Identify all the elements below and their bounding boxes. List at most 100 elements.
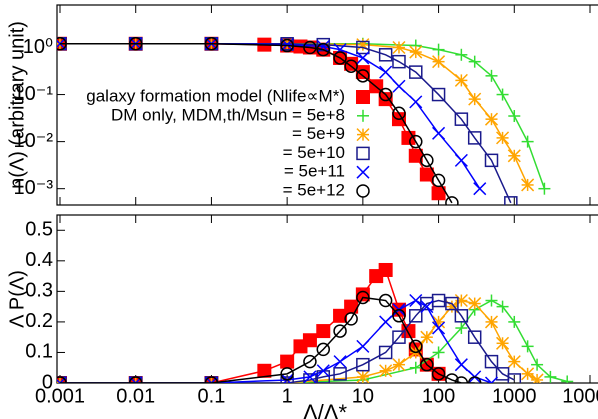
x-tick-label: 0.001 — [35, 385, 85, 407]
marker-shape — [333, 308, 348, 323]
marker-shape — [316, 364, 330, 378]
marker-shape — [355, 65, 370, 80]
marker — [420, 330, 434, 344]
marker-shape — [507, 373, 522, 383]
marker — [521, 135, 534, 148]
y-axis-label: n(Λ) (arbitrary unit) — [6, 21, 28, 189]
marker-shape — [496, 336, 510, 350]
marker-shape — [204, 37, 219, 51]
legend-label: galaxy formation model (Nlife∝M*) — [86, 86, 345, 105]
marker — [356, 51, 370, 65]
marker-shape — [409, 339, 423, 354]
marker — [432, 346, 445, 359]
marker-shape — [445, 196, 459, 205]
y-tick-label: 0.5 — [25, 219, 53, 241]
marker — [409, 95, 423, 109]
marker — [409, 339, 423, 354]
marker — [356, 290, 370, 305]
marker — [507, 355, 521, 369]
marker-shape — [356, 339, 370, 353]
marker — [484, 376, 499, 383]
marker-shape — [356, 146, 370, 161]
legend-marker — [356, 165, 370, 179]
marker — [496, 336, 510, 350]
marker-shape — [392, 54, 406, 69]
line — [60, 43, 453, 204]
legend-label: = 5e+11 — [284, 162, 345, 181]
y-axis-label: Λ P(Λ) — [6, 270, 28, 328]
marker-shape — [333, 324, 347, 338]
marker — [409, 65, 423, 79]
legend-marker — [356, 90, 370, 104]
marker-shape — [445, 300, 459, 314]
marker-shape — [356, 40, 370, 55]
y-tick-label: 0.3 — [25, 280, 53, 302]
marker-shape — [467, 376, 482, 383]
marker — [333, 355, 347, 369]
marker-shape — [57, 376, 67, 383]
marker — [496, 131, 510, 145]
marker-shape — [57, 37, 67, 51]
marker-shape — [303, 370, 317, 383]
marker — [409, 293, 423, 308]
marker-shape — [468, 297, 482, 311]
marker — [57, 37, 67, 51]
marker-shape — [344, 299, 359, 314]
marker — [409, 309, 423, 323]
y-tick-label: 10⁻¹ — [14, 83, 54, 105]
marker — [504, 196, 518, 205]
marker — [420, 300, 434, 314]
series-group — [57, 36, 551, 205]
marker-shape — [419, 167, 434, 182]
marker — [356, 40, 370, 55]
x-tick-label: 1000 — [492, 385, 537, 407]
marker-shape — [379, 65, 393, 79]
marker — [455, 322, 468, 335]
marker-shape — [344, 312, 358, 326]
marker-shape — [356, 51, 370, 65]
marker — [467, 376, 482, 383]
marker — [303, 40, 317, 55]
marker-shape — [302, 333, 317, 348]
marker — [356, 69, 370, 83]
marker-shape — [280, 38, 294, 53]
marker — [378, 92, 393, 107]
marker-shape — [378, 262, 393, 277]
marker — [420, 153, 434, 168]
marker — [316, 37, 331, 52]
marker-shape — [303, 40, 317, 55]
marker-shape — [344, 56, 359, 71]
legend-marker — [356, 184, 370, 198]
marker-shape — [280, 367, 294, 381]
marker-shape — [431, 367, 446, 381]
marker-shape — [356, 357, 370, 372]
marker — [303, 370, 317, 383]
marker — [378, 48, 393, 62]
marker — [392, 54, 406, 69]
marker — [333, 324, 347, 338]
marker-shape — [356, 38, 370, 52]
marker — [468, 55, 481, 68]
marker-shape — [128, 376, 143, 383]
marker-shape — [432, 315, 446, 329]
x-tick-label: 0.1 — [198, 385, 226, 407]
x-axis-label: Λ/Λ* — [303, 400, 348, 419]
marker — [303, 354, 317, 369]
marker-shape — [280, 354, 295, 369]
marker-shape — [356, 128, 370, 142]
marker-shape — [378, 345, 393, 360]
marker-shape — [468, 92, 482, 106]
marker — [455, 48, 468, 61]
marker — [454, 112, 469, 126]
legend-label: = 5e+12 — [283, 180, 345, 199]
marker-shape — [521, 178, 535, 192]
marker — [432, 321, 446, 335]
marker — [419, 167, 434, 182]
marker-shape — [378, 92, 393, 107]
marker — [316, 42, 331, 57]
marker — [392, 358, 406, 372]
marker — [432, 43, 445, 56]
legend-marker — [356, 146, 370, 161]
marker-shape — [484, 315, 499, 329]
series-group — [57, 262, 574, 383]
